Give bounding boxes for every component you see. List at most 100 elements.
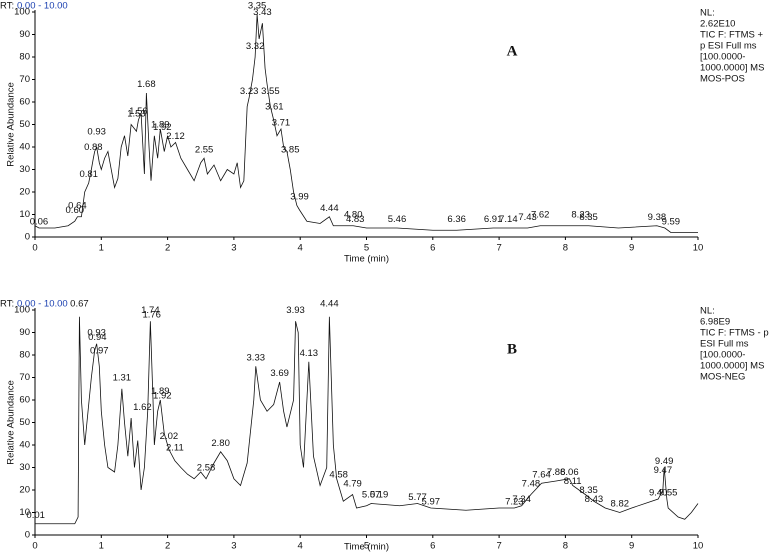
peak-label: 2.02 <box>160 431 179 442</box>
peak-label: 4.83 <box>346 214 365 225</box>
peak-label: 0.64 <box>68 201 87 212</box>
peak-label: 1.89 <box>151 386 170 397</box>
x-tick-label: 8 <box>563 243 568 254</box>
peak-label: 0.88 <box>84 142 103 153</box>
y-tick-label: 100 <box>14 7 30 18</box>
peak-label: 9.59 <box>662 216 681 227</box>
peak-label: 3.33 <box>247 352 266 363</box>
peak-label: 8.82 <box>611 499 630 510</box>
x-tick-label: 5 <box>364 243 369 254</box>
peak-label: 1.89 <box>151 120 170 131</box>
peak-label: 5.97 <box>422 496 441 507</box>
rt-range: 0.00 - 10.00 <box>17 299 68 310</box>
y-tick-label: 30 <box>19 462 30 473</box>
y-tick-label: 10 <box>19 209 30 220</box>
x-tick-label: 6 <box>430 243 435 254</box>
x-tick-label: 2 <box>165 243 170 254</box>
peak-label: 7.34 <box>512 494 531 505</box>
x-tick-label: 6 <box>430 541 435 552</box>
peak-label: 2.80 <box>211 438 230 449</box>
trace <box>34 14 698 233</box>
peak-label: 3.23 <box>240 86 259 97</box>
info-line: 1000.0000] MS <box>700 63 764 74</box>
peak-label: 8.35 <box>579 485 598 496</box>
peak-label: 7.62 <box>531 210 550 221</box>
peak-label: 3.69 <box>270 368 289 379</box>
peak-label: 7.23 <box>505 496 524 507</box>
x-tick-label: 5 <box>364 541 369 552</box>
x-tick-label: 1 <box>99 541 104 552</box>
x-tick-label: 3 <box>231 243 236 254</box>
peak-label: 1.68 <box>137 79 156 90</box>
info-line: MOS-POS <box>700 74 745 85</box>
y-tick-label: 70 <box>19 74 30 85</box>
rt-prefix: RT: <box>0 1 14 12</box>
peak-label: 1.53 <box>127 108 146 119</box>
peak-label: 3.61 <box>265 102 284 113</box>
peak-label: 0.93 <box>87 126 106 137</box>
info-line: NL: <box>700 8 715 19</box>
peak-label: 5.77 <box>408 492 427 503</box>
info-line: MOS-NEG <box>700 372 745 383</box>
x-tick-label: 9 <box>629 243 634 254</box>
x-tick-label: 1 <box>99 243 104 254</box>
y-tick-label: 90 <box>19 29 30 40</box>
x-tick-label: 2 <box>165 541 170 552</box>
peak-label: 9.47 <box>654 465 673 476</box>
trace <box>35 316 699 525</box>
peak-label: 0.60 <box>66 205 85 216</box>
peak-label: 1.56 <box>129 106 148 117</box>
x-tick-label: 9 <box>629 541 634 552</box>
y-tick-label: 0 <box>25 232 30 243</box>
y-axis-title: Relative Abundance <box>6 380 17 465</box>
peak-label: 1.62 <box>133 402 152 413</box>
y-tick-label: 100 <box>14 305 30 316</box>
y-tick-label: 80 <box>19 52 30 63</box>
peak-label: 2.58 <box>197 463 216 474</box>
peak-label: 8.11 <box>564 476 582 487</box>
peak-label: 3.35 <box>248 0 267 11</box>
x-tick-label: 8 <box>563 541 568 552</box>
y-tick-label: 50 <box>19 119 30 130</box>
peak-label: 9.55 <box>659 487 678 498</box>
rt-prefix: RT: <box>0 299 14 310</box>
peak-label: 7.43 <box>518 212 537 223</box>
y-tick-label: 40 <box>19 142 30 153</box>
peak-label: 0.94 <box>88 332 107 343</box>
panel-letter: B <box>507 341 517 357</box>
peak-label: 0.06 <box>30 216 49 227</box>
info-line: NL: <box>700 306 715 317</box>
y-tick-label: 10 <box>19 507 30 518</box>
info-line: [100.0000- <box>700 52 745 63</box>
peak-label: 2.55 <box>195 144 214 155</box>
rt-range: 0.00 - 10.00 <box>17 1 68 12</box>
y-tick-label: 60 <box>19 97 30 108</box>
x-tick-label: 4 <box>298 541 303 552</box>
peak-label: 3.99 <box>290 192 309 203</box>
peak-label: 9.40 <box>649 487 668 498</box>
x-tick-label: 4 <box>298 243 303 254</box>
peak-label: 0.01 <box>26 510 45 521</box>
peak-label: 4.80 <box>344 210 363 221</box>
x-tick-label: 0 <box>32 243 37 254</box>
peak-label: 2.11 <box>166 442 184 453</box>
info-line: 2.62E10 <box>700 19 735 30</box>
peak-label: 3.55 <box>261 86 280 97</box>
peak-label: 4.58 <box>329 469 348 480</box>
y-tick-label: 0 <box>25 530 30 541</box>
peak-label: 7.48 <box>522 478 541 489</box>
info-line: TIC F: FTMS + <box>700 30 764 41</box>
peak-label: 4.44 <box>320 203 339 214</box>
peak-label: 6.91 <box>484 214 503 225</box>
peak-label: 3.32 <box>246 41 265 52</box>
info-line: TIC F: FTMS - p <box>700 328 769 339</box>
peak-label: 1.92 <box>153 122 172 133</box>
peak-label: 3.43 <box>253 7 272 18</box>
peak-label: 1.76 <box>142 310 161 321</box>
info-line: 1000.0000] MS <box>700 361 764 372</box>
peak-label: 0.97 <box>90 346 109 357</box>
peak-label: 8.35 <box>579 212 598 223</box>
panel-letter: A <box>507 43 518 59</box>
x-tick-label: 3 <box>231 541 236 552</box>
